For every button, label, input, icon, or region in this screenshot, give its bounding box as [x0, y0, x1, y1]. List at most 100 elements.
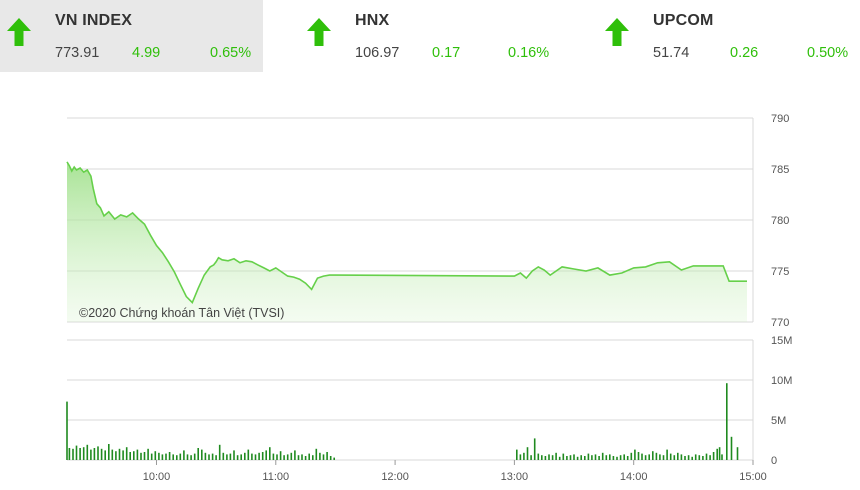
ticker-upcom[interactable]: UPCOM 51.74 0.26 0.50%	[598, 0, 860, 72]
price-y-tick-label: 770	[771, 317, 789, 329]
volume-bar	[716, 448, 718, 460]
volume-bar	[322, 454, 325, 460]
volume-bar	[93, 448, 96, 460]
volume-bar	[591, 455, 593, 460]
volume-bar	[677, 452, 679, 460]
volume-y-tick-label: 0	[771, 455, 777, 467]
ticker-vnindex[interactable]: VN INDEX 773.91 4.99 0.65%	[0, 0, 263, 72]
volume-bar	[272, 453, 275, 460]
price-y-tick-label: 790	[771, 113, 789, 125]
volume-bar	[687, 455, 690, 460]
volume-bar	[655, 452, 658, 460]
ticker-percent: 0.65%	[210, 45, 252, 61]
time-tick-label: 11:00	[262, 471, 289, 483]
volume-bar	[616, 456, 618, 460]
volume-bar	[551, 455, 554, 460]
volume-bar	[641, 453, 643, 460]
volume-bar	[125, 447, 128, 460]
volume-gridlines	[67, 339, 753, 461]
time-x-ticks: 10:00 11:00 12:00 13:00 14:00 15:00	[143, 460, 767, 483]
volume-bar	[644, 455, 647, 460]
volume-bar	[312, 455, 314, 460]
ticker-change: 0.17	[432, 45, 461, 61]
volume-bar	[129, 452, 131, 460]
volume-bar	[222, 452, 225, 460]
volume-bar	[183, 450, 185, 460]
volume-bar	[108, 444, 110, 460]
volume-bar	[609, 454, 611, 460]
volume-bar	[333, 457, 335, 460]
ticker-name: HNX	[355, 12, 390, 29]
volume-bar	[215, 455, 217, 460]
volume-bar	[140, 452, 142, 460]
volume-bar	[72, 448, 74, 460]
volume-bar	[294, 450, 296, 460]
volume-bar	[168, 452, 171, 460]
volume-bar	[726, 383, 728, 460]
price-y-ticks: 790 785 780 775 770	[771, 113, 789, 329]
price-panel: 790 785 780 775 770 ©2020 Chứng khoán Tân Vi…	[66, 113, 789, 329]
volume-bar	[652, 451, 654, 460]
volume-bar	[648, 454, 650, 460]
volume-bar	[691, 456, 693, 460]
volume-bar	[82, 447, 85, 460]
volume-bar	[165, 453, 167, 460]
volume-bar	[104, 450, 106, 460]
volume-bar	[698, 455, 701, 460]
volume-bar	[612, 456, 615, 460]
volume-bar	[208, 454, 210, 460]
ticker-value: 51.74	[653, 45, 690, 61]
volume-bar	[319, 452, 321, 460]
price-line	[66, 161, 747, 305]
volume-bar	[226, 454, 228, 460]
volume-bar	[193, 453, 196, 460]
volume-bar	[201, 449, 203, 460]
volume-bar	[626, 456, 629, 460]
time-tick-label: 15:00	[739, 471, 767, 483]
volume-bar	[229, 453, 232, 460]
volume-bar	[594, 454, 597, 460]
volume-bar	[308, 453, 310, 460]
volume-bar	[566, 456, 568, 460]
volume-bar	[115, 451, 117, 460]
volume-bar	[100, 448, 103, 460]
volume-y-ticks: 15M 10M 5M 0	[771, 335, 792, 467]
volume-y-tick-label: 5M	[771, 415, 786, 427]
volume-bar	[258, 452, 260, 460]
volume-bar	[240, 454, 242, 460]
time-tick-label: 14:00	[620, 471, 648, 483]
volume-bar	[718, 447, 721, 460]
volume-bar	[197, 448, 199, 460]
volume-bar	[666, 449, 668, 460]
ticker-change: 4.99	[132, 45, 161, 61]
volume-y-tick-label: 15M	[771, 335, 792, 347]
ticker-name: VN INDEX	[55, 12, 133, 29]
volume-bar	[730, 436, 733, 460]
volume-bar	[680, 454, 683, 460]
volume-bar	[694, 454, 697, 460]
volume-bar	[68, 448, 71, 460]
volume-bar	[269, 447, 271, 460]
volume-bar	[329, 456, 332, 460]
volume-bar	[315, 448, 318, 460]
volume-bar	[519, 454, 522, 460]
volume-bar	[562, 453, 565, 460]
volume-bar	[75, 445, 78, 460]
volume-bar	[721, 454, 723, 460]
ticker-change: 0.26	[730, 45, 759, 61]
volume-bar	[122, 450, 124, 460]
volume-bar	[286, 454, 289, 460]
volume-bar	[172, 454, 174, 460]
volume-bar	[712, 452, 715, 460]
volume-bar	[136, 449, 139, 460]
volume-bar	[179, 453, 182, 460]
ticker-value: 773.91	[55, 45, 100, 61]
arrow-up-icon	[7, 18, 31, 46]
volume-bar	[584, 456, 586, 460]
volume-bar	[662, 455, 665, 460]
ticker-hnx[interactable]: HNX 106.97 0.17 0.16%	[300, 0, 560, 72]
ticker-name: UPCOM	[653, 12, 714, 29]
volume-bar	[537, 453, 540, 460]
volume-bar	[601, 452, 604, 460]
volume-bar	[736, 447, 739, 460]
